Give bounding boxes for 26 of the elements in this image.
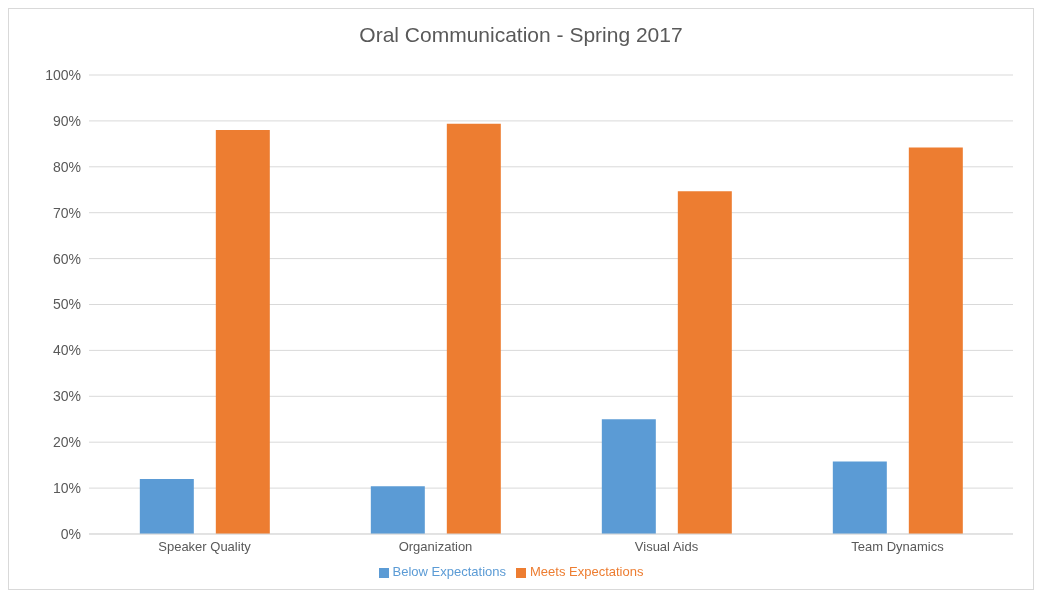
bar [832, 461, 887, 534]
bar [677, 191, 732, 534]
legend-label: Below Expectations [392, 564, 506, 579]
x-tick-label: Team Dynamics [851, 539, 945, 555]
y-tick-label: 100% [45, 66, 81, 83]
y-tick-label: 60% [52, 250, 81, 267]
chart-title: Oral Communication - Spring 2017 [358, 22, 684, 48]
bar [908, 147, 963, 534]
y-tick-label: 40% [52, 342, 81, 359]
y-tick-label: 50% [52, 296, 81, 313]
legend-label: Meets Expectations [530, 564, 644, 579]
bar [370, 486, 425, 534]
bar [446, 123, 501, 534]
y-tick-label: 80% [52, 158, 81, 175]
bar [139, 478, 194, 534]
y-tick-label: 90% [52, 112, 81, 129]
y-tick-label: 30% [52, 388, 81, 405]
bar [601, 419, 656, 534]
x-tick-label: Organization [398, 539, 473, 555]
bar [215, 130, 270, 534]
x-tick-label: Speaker Quality [158, 539, 252, 555]
y-tick-label: 10% [52, 480, 81, 497]
y-tick-label: 20% [52, 434, 81, 451]
x-tick-label: Visual Aids [634, 539, 699, 555]
y-tick-label: 70% [52, 204, 81, 221]
y-tick-label: 0% [60, 525, 81, 542]
